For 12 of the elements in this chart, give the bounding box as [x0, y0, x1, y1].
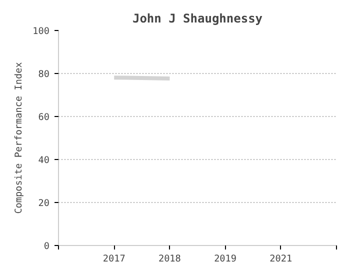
x-tick-label: 2021 — [270, 254, 292, 264]
x-tick-label: 2018 — [158, 254, 182, 264]
y-tick-label: 40 — [38, 155, 50, 166]
y-tick-label: 100 — [32, 26, 50, 37]
y-tick-label: 80 — [38, 69, 50, 80]
y-tick-label: 0 — [44, 241, 50, 252]
x-tick-label: 2017 — [102, 254, 126, 264]
y-axis-title: Composite Performance Index — [14, 62, 25, 214]
y-tick-label: 60 — [38, 112, 50, 123]
chart-title: John J Shaughnessy — [132, 12, 263, 26]
x-tick-label: 2019 — [214, 254, 237, 264]
y-tick-label: 20 — [38, 198, 50, 209]
